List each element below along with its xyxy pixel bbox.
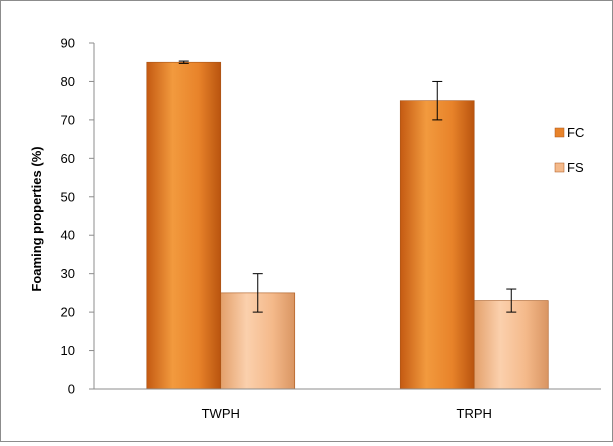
bar-fs-trph (473, 300, 549, 390)
y-tick-label: 90 (61, 36, 75, 51)
bar-fc-twph (146, 61, 222, 390)
legend-label-fs: FS (567, 160, 584, 175)
error-bar-fc-trph (432, 80, 443, 121)
y-tick-label: 50 (61, 189, 75, 204)
y-tick-label: 80 (61, 74, 75, 89)
x-category-label: TWPH (202, 406, 240, 421)
y-tick-label: 0 (68, 382, 75, 397)
bar-fc-trph (399, 100, 475, 390)
y-tick-label: 60 (61, 151, 75, 166)
y-tick-label: 30 (61, 266, 75, 281)
y-tick-label: 40 (61, 228, 75, 243)
x-category-label: TRPH (457, 406, 492, 421)
y-tick-label: 20 (61, 305, 75, 320)
error-bar-fs-trph (506, 288, 517, 313)
y-tick-label: 10 (61, 343, 75, 358)
y-tick-label: 70 (61, 112, 75, 127)
error-bar-fs-twph (252, 273, 263, 313)
error-bar-fc-twph (178, 60, 189, 64)
y-axis-label: Foaming properties (%) (29, 146, 44, 291)
legend-label-fc: FC (567, 125, 584, 140)
legend-swatch-fc (554, 127, 565, 138)
legend-swatch-fs (554, 162, 565, 173)
